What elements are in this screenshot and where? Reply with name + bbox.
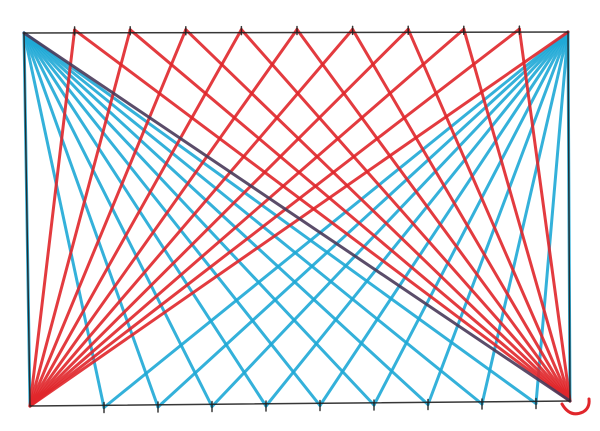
red-line [28,27,410,408]
red-line [184,28,572,403]
red-line [28,27,521,408]
red-lines [22,27,572,408]
blue-line [210,30,570,408]
blue-line [22,31,322,407]
red-line [406,27,572,403]
blue-line [22,31,538,405]
frame-edge [29,400,571,407]
blue-line [22,31,268,408]
blue-line [22,31,160,409]
blue-line [480,30,570,406]
blue-line [22,31,214,408]
red-line [28,27,466,408]
red-line [28,27,355,408]
blue-line [156,30,570,409]
red-line [239,28,572,403]
red-line [28,28,77,408]
red-line [517,27,572,403]
frame-edge [23,32,31,407]
blue-lines [22,30,572,409]
smiley-mark-icon [560,397,591,416]
red-line [351,27,572,403]
red-line [28,28,243,408]
frame-rectangle [23,25,571,414]
frame-edge [567,31,571,402]
blue-line [22,31,376,407]
red-line [295,28,572,403]
red-line [73,28,572,403]
blue-line [22,31,484,406]
blue-line [22,31,430,406]
red-line [128,28,572,403]
red-line [28,28,299,408]
red-line [28,28,188,408]
blue-line [534,30,570,405]
diagonal-line [22,31,572,403]
frame-edge [23,31,569,34]
